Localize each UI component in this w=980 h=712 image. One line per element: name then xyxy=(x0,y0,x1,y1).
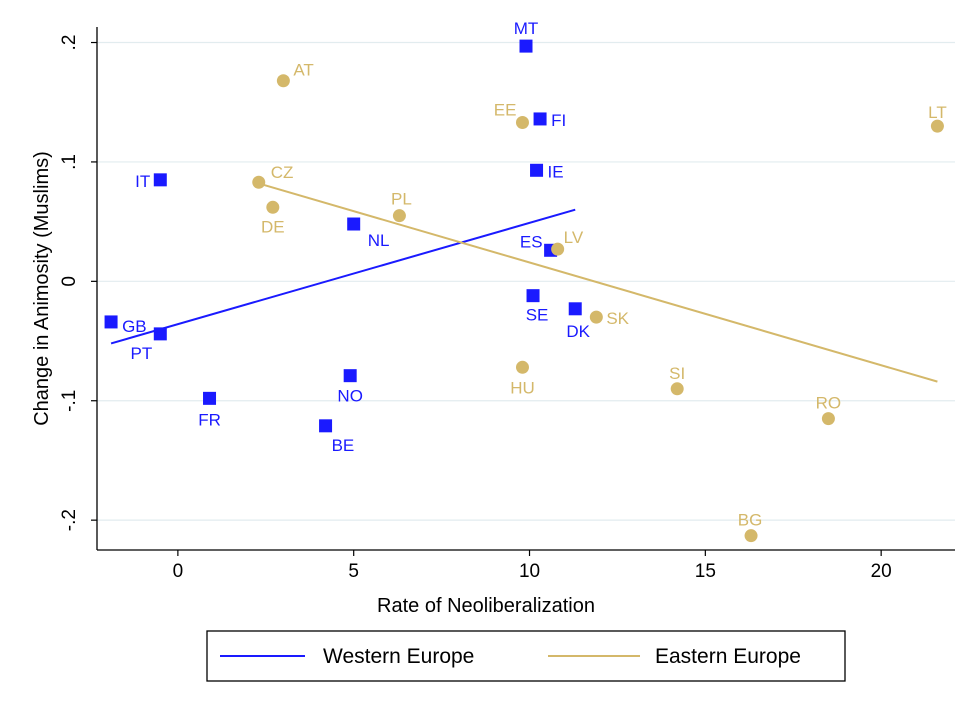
point-gb xyxy=(104,315,118,329)
x-tick-label: 10 xyxy=(519,561,540,582)
point-bg xyxy=(744,529,758,543)
point-pt xyxy=(153,327,167,341)
point-lv xyxy=(551,242,565,256)
y-tick-label: .2 xyxy=(59,35,80,51)
point-label-it: IT xyxy=(135,172,150,191)
point-fi xyxy=(533,112,547,126)
y-tick-label: .1 xyxy=(59,154,80,170)
x-tick-label: 20 xyxy=(871,561,892,582)
point-de xyxy=(266,200,280,214)
y-tick-label: 0 xyxy=(59,276,80,287)
y-axis-ticks: -.2 -.1 0 .1 .2 xyxy=(59,35,97,531)
point-fr xyxy=(203,391,217,405)
point-lt xyxy=(930,119,944,133)
point-label-fr: FR xyxy=(198,410,221,429)
point-label-lt: LT xyxy=(928,103,947,122)
point-label-ro: RO xyxy=(816,394,842,413)
x-tick-label: 5 xyxy=(348,561,359,582)
fit-line-eastern xyxy=(258,182,938,383)
point-label-ee: EE xyxy=(494,101,517,120)
point-label-mt: MT xyxy=(514,19,539,38)
point-sk xyxy=(589,310,603,324)
legend-label-western: Western Europe xyxy=(323,645,474,668)
point-cz xyxy=(252,175,266,189)
point-be xyxy=(319,419,333,433)
point-pl xyxy=(392,209,406,223)
point-label-de: DE xyxy=(261,217,285,236)
data-points: MT FI IE IT NL ES SE DK GB PT NO FR BE AT EE LT CZ DE PL LV… xyxy=(104,19,947,543)
x-tick-label: 0 xyxy=(173,561,184,582)
point-label-dk: DK xyxy=(566,322,590,341)
y-tick-label: -.1 xyxy=(59,390,80,412)
point-nl xyxy=(347,217,361,231)
point-no xyxy=(343,369,357,383)
point-label-ie: IE xyxy=(548,162,564,181)
point-ee xyxy=(515,116,529,130)
x-axis-ticks: 0 5 10 15 20 xyxy=(173,550,892,582)
point-label-pt: PT xyxy=(131,344,153,363)
axes xyxy=(96,27,955,551)
point-label-sk: SK xyxy=(606,309,629,328)
x-tick-label: 15 xyxy=(695,561,716,582)
point-label-es: ES xyxy=(520,232,543,251)
point-label-si: SI xyxy=(669,364,685,383)
point-ro xyxy=(821,412,835,426)
fit-line-western xyxy=(110,208,576,345)
y-axis-label: Change in Animosity (Muslims) xyxy=(31,151,53,426)
point-label-be: BE xyxy=(332,436,355,455)
point-at xyxy=(276,74,290,88)
grid-lines xyxy=(97,41,955,521)
point-label-bg: BG xyxy=(738,511,763,530)
point-label-gb: GB xyxy=(122,317,147,336)
point-label-se: SE xyxy=(526,306,549,325)
point-label-at: AT xyxy=(293,61,313,80)
point-se xyxy=(526,289,540,303)
point-hu xyxy=(515,360,529,374)
point-dk xyxy=(568,302,582,316)
point-label-cz: CZ xyxy=(271,163,294,182)
point-label-pl: PL xyxy=(391,190,412,209)
point-label-fi: FI xyxy=(551,111,566,130)
series-eastern: AT EE LT CZ DE PL LV SK HU SI RO BG xyxy=(252,61,947,543)
y-tick-label: -.2 xyxy=(59,509,80,531)
point-mt xyxy=(519,39,533,53)
fit-lines xyxy=(110,182,938,383)
point-it xyxy=(153,173,167,187)
point-label-nl: NL xyxy=(368,231,390,250)
point-label-lv: LV xyxy=(564,228,584,247)
legend-label-eastern: Eastern Europe xyxy=(655,645,801,668)
legend: Western Europe Eastern Europe xyxy=(206,630,846,682)
series-western: MT FI IE IT NL ES SE DK GB PT NO FR BE xyxy=(104,19,591,455)
point-ie xyxy=(530,163,544,177)
legend-box xyxy=(206,630,846,682)
x-axis-label: Rate of Neoliberalization xyxy=(377,595,595,617)
point-label-no: NO xyxy=(337,387,363,406)
point-label-hu: HU xyxy=(510,378,535,397)
point-si xyxy=(670,382,684,396)
